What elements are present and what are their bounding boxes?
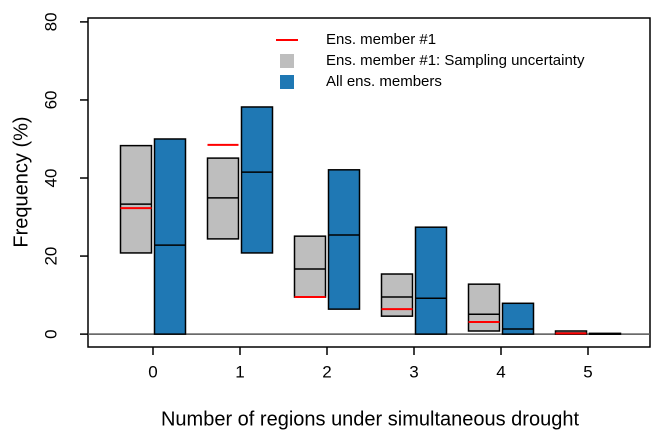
x-tick-label: 3 bbox=[409, 362, 418, 381]
legend-swatch bbox=[280, 54, 294, 68]
range-box bbox=[153, 138, 187, 335]
range-box bbox=[414, 226, 448, 335]
legend-label: All ens. members bbox=[326, 73, 442, 90]
y-tick-label: 0 bbox=[41, 329, 60, 338]
y-tick-label: 20 bbox=[41, 247, 60, 266]
x-axis-label: Number of regions under simultaneous dro… bbox=[161, 408, 579, 430]
range-box bbox=[293, 235, 327, 298]
x-tick-label: 0 bbox=[148, 362, 157, 381]
range-box bbox=[119, 144, 153, 254]
y-tick-label: 80 bbox=[41, 12, 60, 31]
legend-label: Ens. member #1 bbox=[326, 31, 436, 48]
range-box bbox=[327, 169, 361, 310]
y-tick-label: 60 bbox=[41, 90, 60, 109]
range-box bbox=[240, 106, 274, 254]
plot-frame bbox=[87, 17, 651, 348]
x-tick-label: 5 bbox=[583, 362, 592, 381]
y-axis-label: Frequency (%) bbox=[10, 116, 32, 247]
x-tick-label: 1 bbox=[235, 362, 244, 381]
range-box bbox=[467, 283, 501, 332]
y-tick-label: 40 bbox=[41, 169, 60, 188]
legend-label: Ens. member #1: Sampling uncertainty bbox=[326, 52, 585, 69]
x-tick-label: 2 bbox=[322, 362, 331, 381]
legend-swatch bbox=[280, 75, 294, 89]
x-tick-label: 4 bbox=[496, 362, 505, 381]
